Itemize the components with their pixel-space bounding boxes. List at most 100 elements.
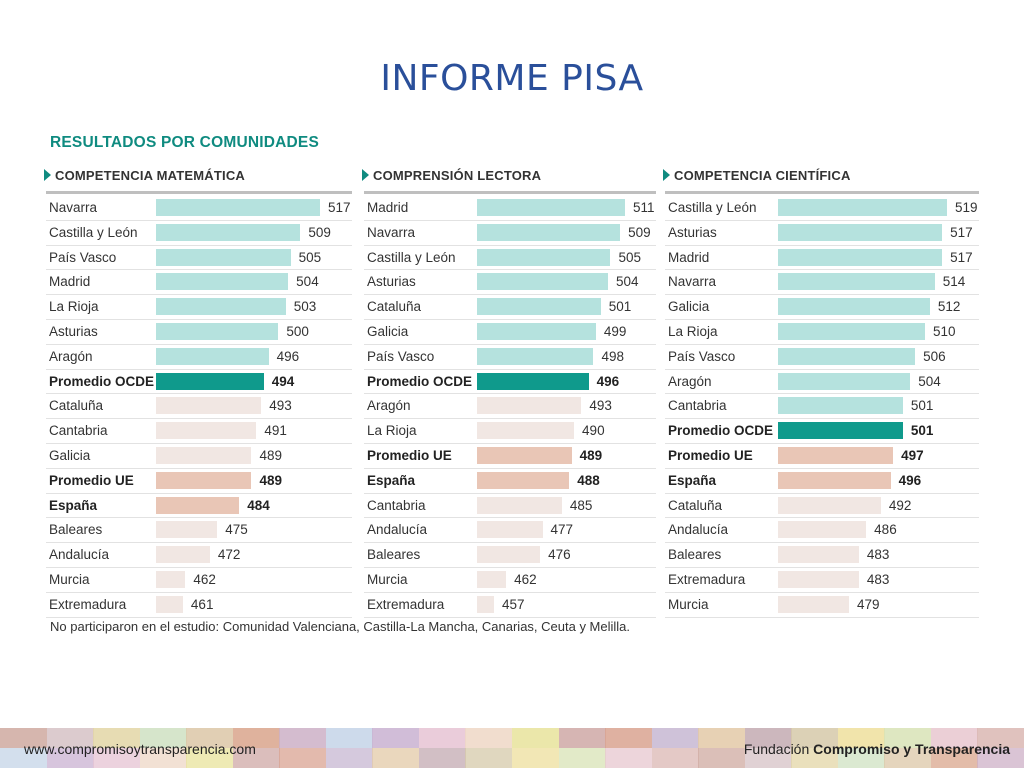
bar-row: Extremadura 457 (364, 593, 656, 618)
band-cell (512, 748, 560, 768)
bar-row: Promedio UE 489 (46, 469, 352, 494)
value-label: 457 (501, 596, 525, 612)
bar (477, 372, 589, 390)
band-cell (232, 748, 280, 768)
category-label: Madrid (367, 200, 409, 215)
band-cell (698, 728, 746, 748)
bar (477, 347, 594, 365)
bar (477, 595, 494, 613)
bar (778, 248, 943, 266)
bar-row: Galicia 499 (364, 320, 656, 345)
value-label: 498 (601, 348, 624, 364)
value-label: 517 (950, 249, 973, 265)
band-cell (930, 748, 978, 768)
panel-header: COMPETENCIA CIENTÍFICA (663, 162, 979, 188)
footer-color-band (0, 728, 1024, 768)
category-label: Promedio OCDE (49, 373, 155, 389)
category-label: Aragón (49, 348, 93, 364)
category-label: Galicia (49, 447, 91, 463)
band-cell (837, 728, 885, 748)
category-label: Promedio UE (367, 447, 452, 463)
bar-row: Promedio UE 497 (665, 444, 979, 469)
bar (477, 273, 609, 291)
category-label: Aragón (367, 398, 411, 414)
bar-row: Extremadura 461 (46, 593, 352, 618)
value-label: 501 (910, 398, 934, 414)
bar-row: Galicia 489 (46, 444, 352, 469)
value-label: 517 (328, 200, 351, 215)
bar-row: Madrid 504 (46, 270, 352, 296)
bar (156, 422, 257, 440)
footer-url: www.compromisoytransparencia.com (24, 741, 256, 757)
bar-row: Cataluña 493 (46, 394, 352, 420)
bar (477, 422, 575, 440)
value-label: 506 (923, 348, 946, 364)
band-cell (232, 728, 280, 748)
footer-org-name: Compromiso y Transparencia (813, 741, 1010, 757)
band-cell (0, 728, 48, 748)
bar-rows: Madrid 511 Navarra 509 Castilla y León 505 Ast… (364, 196, 656, 618)
bar-row: Castilla y León 509 (46, 221, 352, 246)
bar-row: Cantabria 501 (665, 394, 979, 420)
category-label: Asturias (367, 274, 416, 290)
category-label: Galicia (668, 299, 710, 315)
bar-row: Aragón 493 (364, 394, 656, 420)
value-label: 512 (937, 299, 961, 315)
category-label: Baleares (668, 547, 722, 563)
band-cell (977, 748, 1024, 768)
bar-row: Baleares 476 (364, 543, 656, 568)
value-label: 489 (259, 472, 282, 488)
panel-header: COMPRENSIÓN LECTORA (362, 162, 656, 188)
bar-row: La Rioja 503 (46, 295, 352, 320)
bar (778, 372, 911, 390)
bar (778, 298, 930, 316)
category-label: Promedio OCDE (367, 373, 473, 389)
category-label: Extremadura (668, 571, 746, 587)
band-cell (791, 728, 839, 748)
band-cell (605, 748, 653, 768)
header-rule (665, 191, 979, 194)
bar (778, 521, 867, 539)
category-label: Murcia (668, 596, 709, 612)
value-label: 485 (569, 497, 593, 513)
category-label: Castilla y León (668, 200, 757, 215)
bar (477, 521, 543, 539)
bar-row: Galicia 512 (665, 295, 979, 320)
bar (156, 595, 183, 613)
arrow-icon (663, 169, 670, 181)
band-cell (279, 748, 327, 768)
category-label: Navarra (49, 200, 98, 215)
value-label: 504 (616, 274, 639, 290)
category-label: Cataluña (49, 398, 104, 414)
category-label: La Rioja (668, 323, 718, 339)
bar-row: La Rioja 490 (364, 419, 656, 444)
bar-rows: Navarra 517 Castilla y León 509 País Vasco 50… (46, 196, 352, 618)
band-cell (651, 748, 699, 768)
chart-panel-cientifica: COMPETENCIA CIENTÍFICA Castilla y León 51… (663, 162, 979, 618)
category-label: Promedio UE (668, 447, 753, 463)
value-label: 510 (932, 323, 956, 339)
bar-row: País Vasco 505 (46, 246, 352, 271)
value-label: 489 (579, 447, 603, 463)
bar (778, 595, 850, 613)
value-label: 496 (898, 472, 922, 488)
value-label: 483 (866, 571, 890, 587)
category-label: Baleares (367, 547, 421, 563)
bar (156, 546, 210, 564)
value-label: 493 (589, 398, 612, 414)
value-label: 492 (888, 497, 912, 513)
band-cell (558, 748, 606, 768)
bar (477, 570, 507, 588)
value-label: 496 (276, 348, 300, 364)
bar (156, 397, 262, 415)
bar-row: Navarra 517 (46, 196, 352, 221)
arrow-icon (362, 169, 369, 181)
bar (778, 446, 894, 464)
bar-row: País Vasco 498 (364, 345, 656, 370)
band-cell (884, 728, 932, 748)
band-cell (372, 748, 420, 768)
category-label: País Vasco (49, 249, 117, 265)
value-label: 486 (874, 522, 897, 538)
bar-row: Cataluña 492 (665, 494, 979, 519)
value-label: 501 (910, 423, 934, 439)
